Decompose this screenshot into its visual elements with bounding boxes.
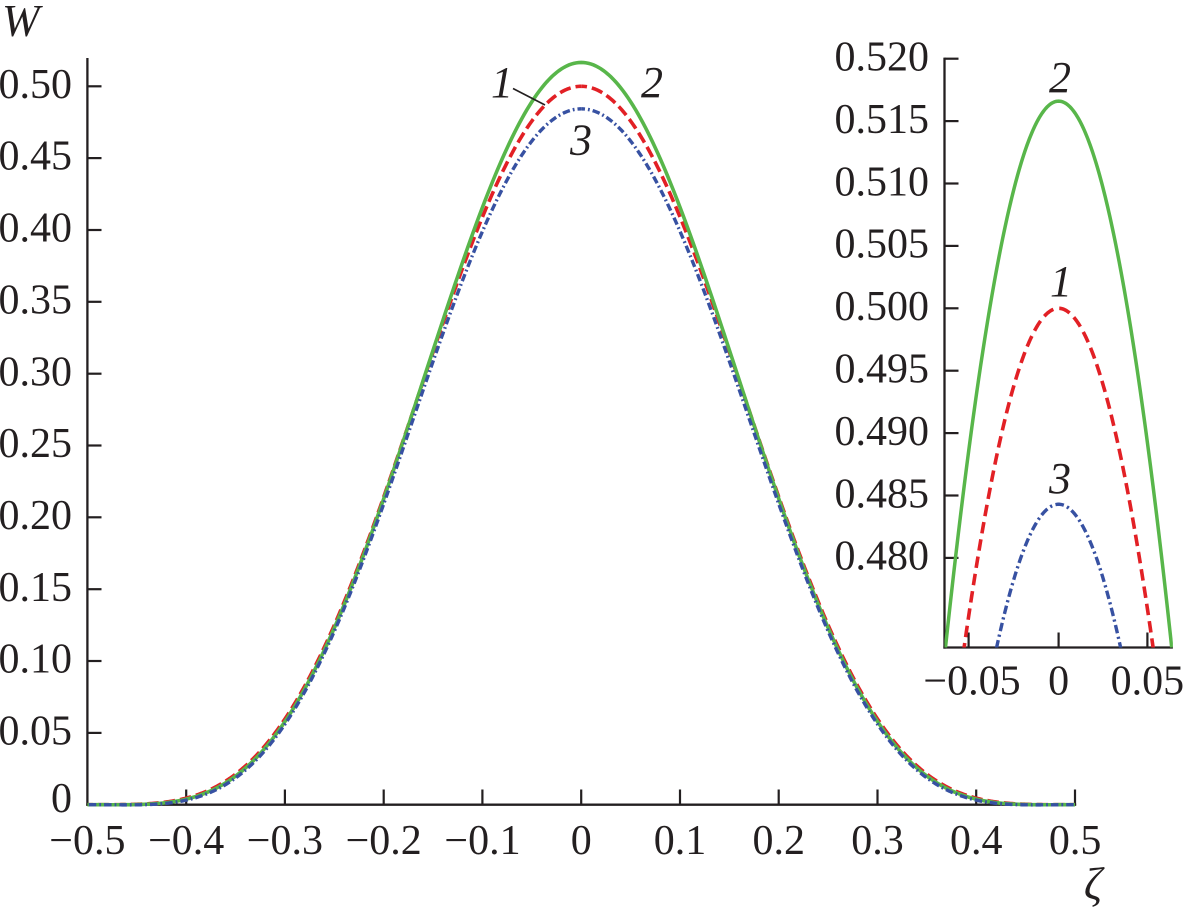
svg-text:0.45: 0.45 <box>0 134 72 180</box>
svg-text:−0.5: −0.5 <box>49 818 125 864</box>
svg-text:0.520: 0.520 <box>835 35 930 81</box>
svg-text:0.500: 0.500 <box>835 284 930 330</box>
svg-text:0.1: 0.1 <box>654 818 707 864</box>
svg-text:0.3: 0.3 <box>851 818 904 864</box>
svg-text:0.30: 0.30 <box>0 349 72 395</box>
svg-text:−0.05: −0.05 <box>923 659 1020 705</box>
svg-text:0.505: 0.505 <box>835 222 930 268</box>
svg-text:0.490: 0.490 <box>835 409 930 455</box>
svg-text:0: 0 <box>51 776 72 822</box>
svg-text:0.05: 0.05 <box>0 709 72 755</box>
svg-text:1: 1 <box>1050 257 1072 306</box>
svg-text:3: 3 <box>569 116 592 165</box>
svg-text:1: 1 <box>491 58 513 107</box>
svg-text:ζ: ζ <box>1084 859 1105 909</box>
svg-text:−0.3: −0.3 <box>247 818 323 864</box>
svg-text:0.485: 0.485 <box>835 471 930 517</box>
svg-text:0.25: 0.25 <box>0 421 72 467</box>
svg-text:0.4: 0.4 <box>950 818 1003 864</box>
svg-text:0.480: 0.480 <box>835 534 930 580</box>
svg-text:0: 0 <box>571 818 592 864</box>
svg-text:0.495: 0.495 <box>835 347 930 393</box>
svg-text:0.15: 0.15 <box>0 565 72 611</box>
svg-text:−0.4: −0.4 <box>148 818 224 864</box>
svg-text:2: 2 <box>641 58 663 107</box>
svg-text:W: W <box>2 0 43 46</box>
svg-text:0.2: 0.2 <box>753 818 806 864</box>
svg-text:0.510: 0.510 <box>835 159 930 205</box>
svg-text:−0.1: −0.1 <box>444 818 520 864</box>
svg-text:3: 3 <box>1048 454 1071 503</box>
svg-text:0.515: 0.515 <box>835 97 930 143</box>
svg-text:0.05: 0.05 <box>1111 659 1184 705</box>
svg-text:−0.2: −0.2 <box>346 818 422 864</box>
svg-text:0.5: 0.5 <box>1049 818 1102 864</box>
svg-text:0.10: 0.10 <box>0 637 72 683</box>
svg-text:0.40: 0.40 <box>0 206 72 252</box>
svg-text:0: 0 <box>1048 659 1069 705</box>
svg-text:2: 2 <box>1049 53 1071 102</box>
svg-text:0.35: 0.35 <box>0 277 72 323</box>
svg-text:0.50: 0.50 <box>0 62 72 108</box>
svg-text:0.20: 0.20 <box>0 493 72 539</box>
